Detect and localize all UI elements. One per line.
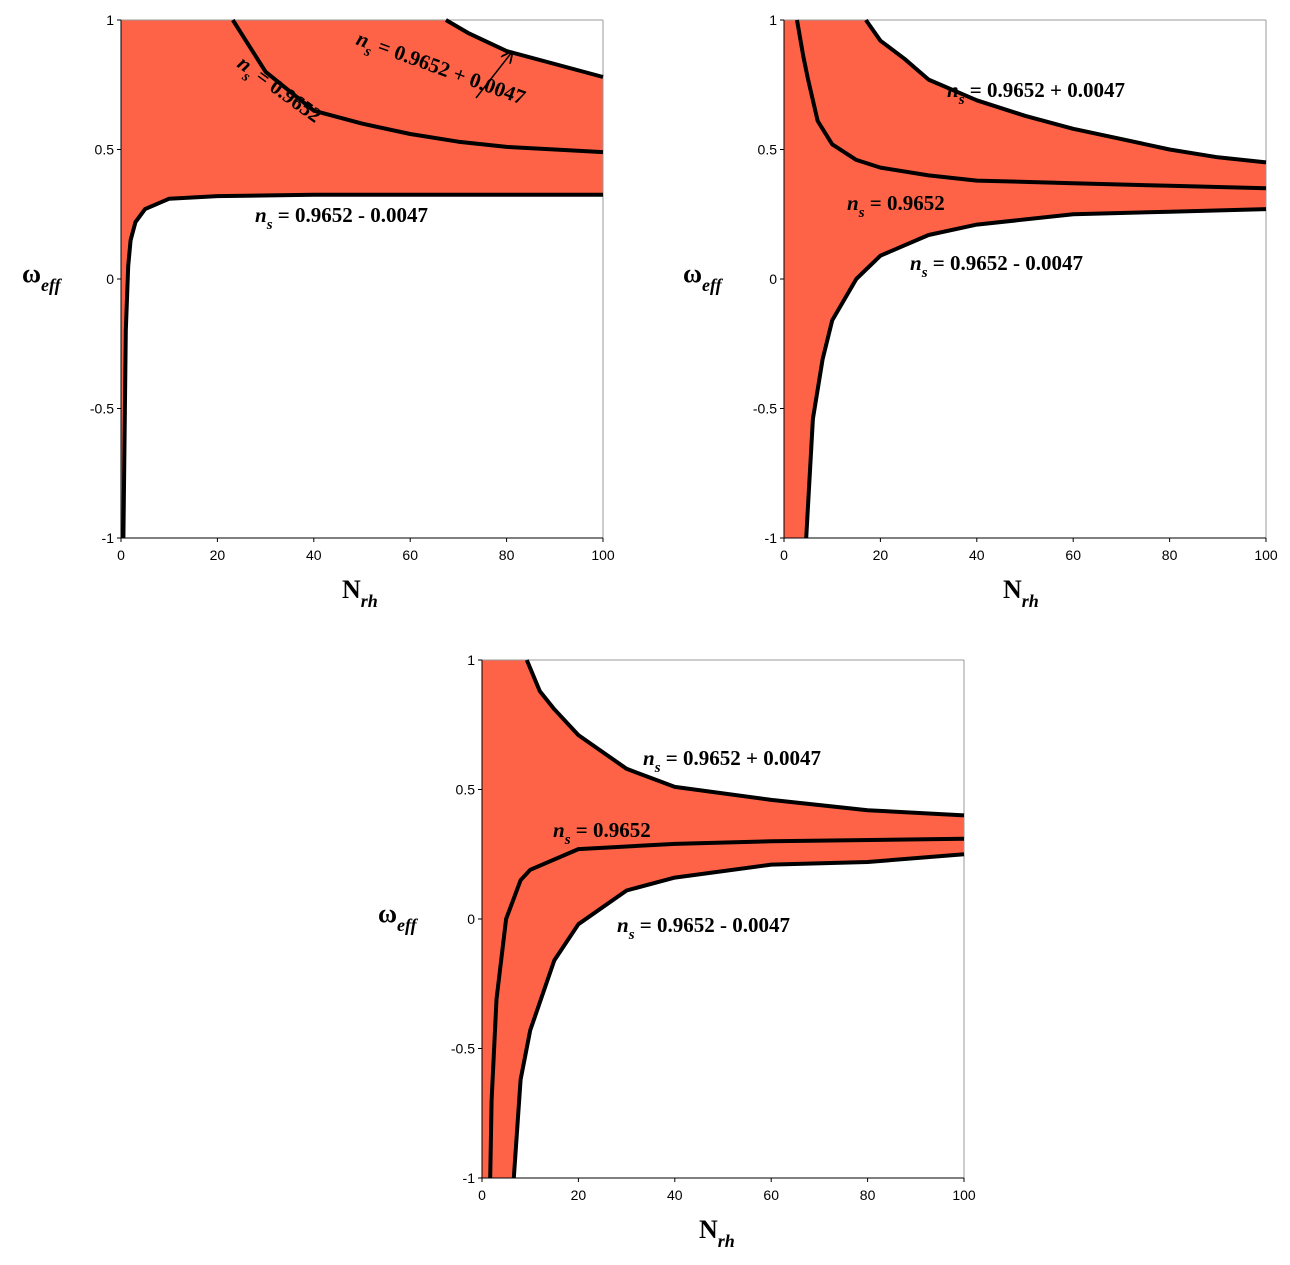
y-axis-label: ωeff [683,259,724,295]
curve-label-main: n [255,203,267,227]
curve-label: ns = 0.9652 - 0.0047 [910,251,1083,281]
curve [488,836,965,1179]
y-axis-label-main: ω [683,259,702,288]
region [121,20,603,538]
curve-label-rest: = 0.9652 [571,818,651,842]
y-tick-label: -0.5 [753,401,777,417]
y-axis-label: ωeff [22,259,63,295]
x-tick-label: 20 [873,547,889,563]
y-axis-label-sub: eff [41,275,63,295]
y-tick-label: -0.5 [90,401,114,417]
curve-label-rest: = 0.9652 + 0.0047 [965,78,1125,102]
curve-label-sub: s [564,832,571,848]
x-tick-label: 80 [1162,547,1178,563]
curve-label: ns = 0.9652 - 0.0047 [255,203,428,233]
x-tick-label: 40 [969,547,985,563]
y-axis-label-sub: eff [397,915,419,935]
curve [795,19,1267,191]
curve [524,659,965,818]
y-tick-label: 0 [467,911,475,927]
x-axis-label-sub: rh [1022,591,1039,611]
x-axis-label-main: N [1003,575,1022,604]
x-tick-label: 60 [763,1187,779,1203]
curve-label-sub: s [958,92,965,108]
y-axis-label-main: ω [378,899,397,928]
curve-label: ns = 0.9652 [847,191,945,221]
y-tick-label: 0.5 [95,142,115,158]
curve-label-sub: s [628,927,635,943]
x-axis-label-sub: rh [361,591,378,611]
curve-label-rest: = 0.9652 - 0.0047 [928,251,1083,275]
x-axis-label: Nrh [699,1215,735,1251]
annotation-arrow [475,52,512,99]
y-tick-label: 1 [106,12,114,28]
y-tick-label: 1 [769,12,777,28]
curve-label-rest: = 0.9652 - 0.0047 [635,913,790,937]
curve-label-main: n [553,818,565,842]
curve-label-rest: = 0.9652 [865,191,945,215]
x-axis-label: Nrh [1003,575,1039,611]
curve-label-rest: = 0.9652 - 0.0047 [273,203,428,227]
curve [804,207,1267,539]
curve-label-sub: s [654,760,661,776]
x-tick-label: 100 [1254,547,1278,563]
curve-label-main: n [947,78,959,102]
x-axis-label: Nrh [342,575,378,611]
y-axis-label-sub: eff [702,275,724,295]
x-tick-label: 80 [499,547,515,563]
x-axis-label-main: N [699,1215,718,1244]
x-tick-label: 40 [667,1187,683,1203]
x-tick-label: 0 [780,547,788,563]
x-axis-label-sub: rh [718,1231,735,1251]
x-tick-label: 40 [306,547,322,563]
curve-label-main: n [847,191,859,215]
curve-label: ns = 0.9652 + 0.0047 [643,746,821,776]
x-tick-label: 0 [478,1187,486,1203]
x-tick-label: 60 [1065,547,1081,563]
curve-label-sub: s [266,217,273,233]
curve-label: ns = 0.9652 + 0.0047 [947,78,1125,108]
curve-label-sub: s [921,265,928,281]
curve-label-rest: = 0.9652 + 0.0047 [661,746,821,770]
curve-label: ns = 0.9652 [553,818,651,848]
x-tick-label: 80 [860,1187,876,1203]
x-tick-label: 60 [402,547,418,563]
curve [511,852,965,1179]
region [482,660,964,1178]
curve [864,18,1267,165]
curve-label-main: n [643,746,655,770]
y-axis-label-main: ω [22,259,41,288]
y-tick-label: 1 [467,652,475,668]
y-tick-label: 0.5 [758,142,778,158]
curve-label-main: n [617,913,629,937]
x-axis-label-main: N [342,575,361,604]
x-tick-label: 20 [210,547,226,563]
y-tick-label: 0.5 [456,782,476,798]
curve-label-sub: s [858,205,865,221]
y-tick-label: -1 [102,530,115,546]
x-tick-label: 20 [571,1187,587,1203]
curve [121,192,603,539]
y-tick-label: -1 [765,530,778,546]
y-tick-label: 0 [769,271,777,287]
curve [231,18,604,155]
y-tick-label: -0.5 [451,1041,475,1057]
x-tick-label: 100 [952,1187,976,1203]
y-tick-label: 0 [106,271,114,287]
curve-label: ns = 0.9652 - 0.0047 [617,913,790,943]
x-tick-label: 0 [117,547,125,563]
curve-label-main: n [910,251,922,275]
x-tick-label: 100 [591,547,615,563]
y-tick-label: -1 [463,1170,476,1186]
region [784,20,1266,538]
y-axis-label: ωeff [378,899,419,935]
